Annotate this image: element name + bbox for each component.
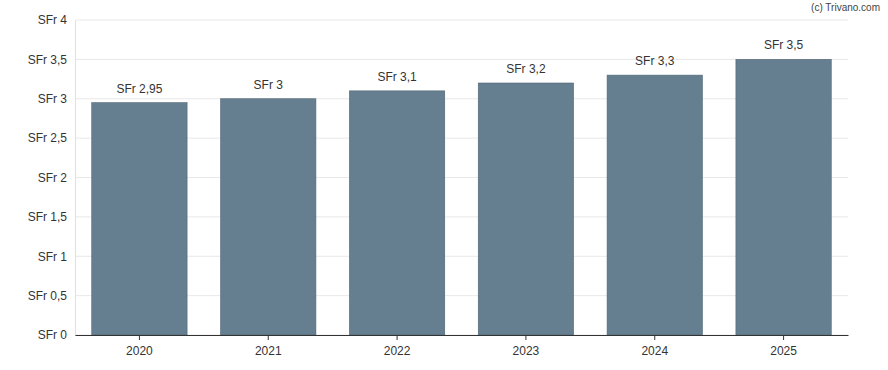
grid-line — [75, 177, 848, 178]
x-axis: 2020 2021 2022 2023 2024 2025 — [76, 335, 849, 358]
grid-line — [75, 295, 848, 296]
data-label: SFr 2,95 — [116, 82, 162, 96]
bar — [349, 91, 444, 335]
x-tick-label: 2025 — [770, 344, 797, 358]
y-tick: SFr 3 — [38, 92, 75, 106]
x-tick-label: 2021 — [255, 344, 282, 358]
data-labels: SFr 2,95 SFr 3 SFr 3,1 SFr 3,2 SFr 3,3 SFr 3,… — [116, 38, 803, 95]
y-tick-label: SFr 4 — [38, 13, 68, 27]
grid-line — [75, 138, 848, 139]
bar — [92, 103, 187, 335]
x-tick: 2025 — [770, 335, 797, 358]
grid — [75, 20, 848, 335]
grid-line — [75, 216, 848, 217]
y-tick: SFr 2 — [38, 171, 75, 185]
y-tick-label: SFr 0,5 — [28, 289, 68, 303]
grid-line — [75, 59, 848, 60]
y-tick-label: SFr 1,5 — [28, 210, 68, 224]
y-axis-line — [75, 21, 76, 336]
grid-line — [75, 20, 848, 21]
x-tick-label: 2023 — [513, 344, 540, 358]
x-tick-mark — [783, 335, 784, 340]
x-tick-mark — [654, 335, 655, 340]
x-tick: 2021 — [255, 335, 282, 358]
y-tick: SFr 0 — [38, 328, 75, 342]
x-tick: 2023 — [513, 335, 540, 358]
x-tick-mark — [139, 335, 140, 340]
grid-line — [75, 335, 848, 336]
y-tick-label: SFr 3,5 — [28, 53, 68, 67]
y-axis: SFr 0 SFr 0,5 SFr 1 SFr 1,5 SFr 2 SFr 2,5 SFr … — [28, 13, 76, 342]
bars — [92, 59, 832, 335]
y-tick-label: SFr 2,5 — [28, 131, 68, 145]
x-tick-mark — [525, 335, 526, 340]
data-label: SFr 3,2 — [506, 62, 546, 76]
bar — [478, 83, 573, 335]
bar — [221, 99, 316, 335]
grid-line — [75, 98, 848, 99]
y-tick-label: SFr 2 — [38, 171, 68, 185]
data-label: SFr 3,1 — [377, 70, 417, 84]
data-label: SFr 3 — [254, 78, 284, 92]
bar — [736, 59, 831, 335]
y-tick: SFr 0,5 — [28, 289, 75, 303]
y-tick: SFr 1 — [38, 250, 75, 264]
x-axis-line — [76, 335, 849, 336]
y-tick: SFr 3,5 — [28, 53, 75, 67]
x-tick: 2022 — [384, 335, 411, 358]
x-tick-label: 2022 — [384, 344, 411, 358]
y-tick-label: SFr 1 — [38, 250, 68, 264]
x-tick: 2024 — [641, 335, 668, 358]
y-tick: SFr 2,5 — [28, 131, 75, 145]
watermark: (c) Trivano.com — [811, 2, 880, 13]
x-tick-label: 2020 — [126, 344, 153, 358]
y-tick: SFr 1,5 — [28, 210, 75, 224]
chart: SFr 0 SFr 0,5 SFr 1 SFr 1,5 SFr 2 SFr 2,5 SFr … — [0, 0, 888, 370]
x-tick-label: 2024 — [641, 344, 668, 358]
grid-line — [75, 256, 848, 257]
y-tick: SFr 4 — [38, 13, 75, 27]
y-tick-label: SFr 0 — [38, 328, 68, 342]
data-label: SFr 3,5 — [764, 38, 804, 52]
y-tick-label: SFr 3 — [38, 92, 68, 106]
data-label: SFr 3,3 — [635, 54, 675, 68]
x-tick: 2020 — [126, 335, 153, 358]
x-tick-mark — [397, 335, 398, 340]
bar — [607, 75, 702, 335]
x-tick-mark — [268, 335, 269, 340]
